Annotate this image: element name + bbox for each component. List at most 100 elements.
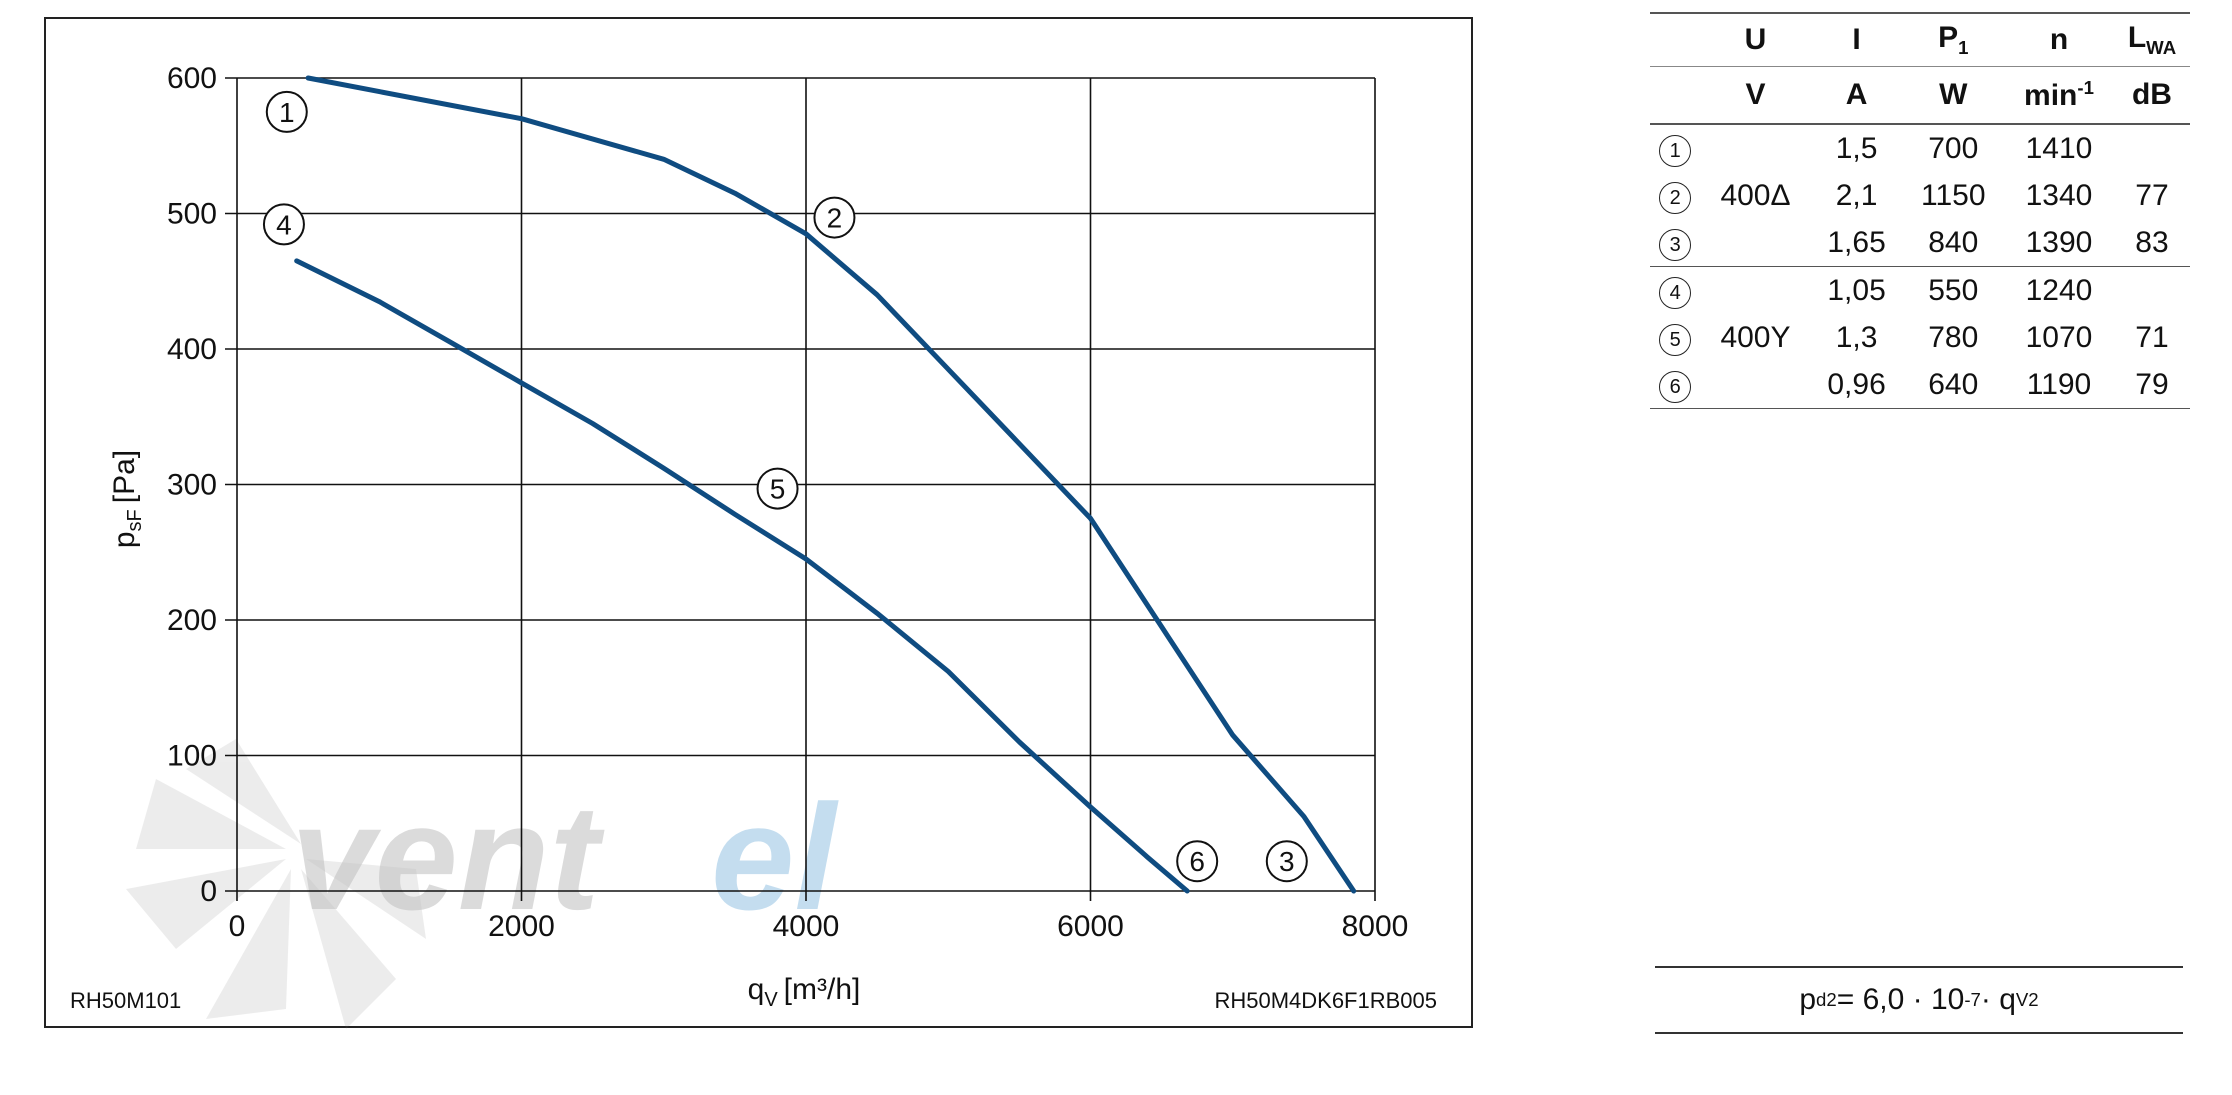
cell-L <box>2114 124 2190 172</box>
marker-circle: 2 <box>1659 181 1692 214</box>
unit-P: W <box>1902 66 2005 125</box>
formula-p: p <box>1799 983 1817 1016</box>
unit-n-sup: -1 <box>2077 77 2094 98</box>
series-line-2 <box>294 258 1190 894</box>
unit-I: A <box>1810 66 1903 125</box>
formula-q-sup: 2 <box>2028 989 2039 1010</box>
watermark-text-grey: vent <box>291 773 605 941</box>
marker-circle: 6 <box>1659 370 1692 403</box>
point-marker-3: 3 <box>1265 840 1308 883</box>
point-marker-4: 4 <box>262 203 305 246</box>
marker-circle: 4 <box>1659 276 1692 309</box>
x-tick-label: 8000 <box>1342 910 1409 943</box>
point-marker-label: 6 <box>1189 846 1205 877</box>
y-axis-title-sub: sF <box>124 509 146 531</box>
y-tick-label: 200 <box>167 604 217 637</box>
unit-n-main: min <box>2024 79 2078 112</box>
cell-L: 83 <box>2113 219 2190 267</box>
unit-n: min-1 <box>2004 66 2114 125</box>
cell-P: 840 <box>1902 219 2005 267</box>
cell-I: 1,3 <box>1835 320 1878 354</box>
y-tick-label: 0 <box>200 875 217 908</box>
cell-P: 1150 <box>1921 178 1986 212</box>
cell-U: 400Δ <box>1720 178 1791 212</box>
y-axis-title: psF [Pa] <box>108 450 146 548</box>
y-axis-title-unit: [Pa] <box>108 450 141 503</box>
header-L-main: L <box>2127 21 2147 54</box>
cell-U <box>1700 267 1810 315</box>
table-row: 3 1,65 840 1390 83 <box>1650 219 2190 267</box>
y-tick-label: 100 <box>167 740 217 773</box>
cell-I: 1,65 <box>1810 219 1903 267</box>
row-marker: 2 <box>1650 172 1700 219</box>
cell-L: 71 <box>2135 320 2169 354</box>
tick-layer: 0 2000 4000 6000 8000 0 100 200 300 400 500 600 <box>167 62 1408 943</box>
cell-L: 79 <box>2113 361 2190 409</box>
header-P-main: P <box>1938 21 1959 54</box>
cell-U <box>1700 124 1810 172</box>
header-U: U <box>1700 12 1811 67</box>
x-axis-title-sub: V <box>764 989 778 1011</box>
marker-layer: 1 2 3 4 5 6 <box>262 90 1308 883</box>
cell-I: 1,05 <box>1827 273 1886 307</box>
row-marker: 1 <box>1650 124 1700 172</box>
formula-eq: = 6,0 · 10 <box>1836 983 1965 1016</box>
series-line-1 <box>305 75 1357 894</box>
header-L-sub: WA <box>2146 37 2177 58</box>
table-row: 2 400Δ 2,1 1150 1340 77 <box>1650 172 2190 219</box>
marker-circle: 1 <box>1659 134 1692 167</box>
header-L: LWA <box>2113 12 2190 67</box>
point-marker-circle <box>813 196 856 239</box>
chart-plot: 1 2 3 4 5 6 0 2000 4000 6000 8000 0 100 200 300 400 500… <box>108 62 1408 1011</box>
point-marker-5: 5 <box>756 467 799 510</box>
point-marker-circle <box>265 90 308 133</box>
grid <box>225 77 1376 901</box>
x-axis-title-main: q <box>748 973 765 1006</box>
series-layer <box>294 75 1357 894</box>
x-tick-label: 4000 <box>773 910 840 943</box>
point-marker-circle <box>1265 840 1308 883</box>
header-P: P1 <box>1902 12 2005 67</box>
specs-table-wrap: U I P1 n LWA V A W min-1 dB 1 1,5 700 14… <box>1650 12 2190 409</box>
marker-circle: 5 <box>1659 323 1692 356</box>
table-header-row: U I P1 n LWA <box>1650 12 2190 67</box>
unit-U: V <box>1700 66 1811 125</box>
row-marker: 6 <box>1650 361 1701 409</box>
x-tick-label: 2000 <box>488 910 555 943</box>
model-code-right: RH50M4DK6F1RB005 <box>1214 988 1437 1013</box>
point-marker-label: 4 <box>276 209 292 240</box>
formula-exp: -7 <box>1964 989 1981 1010</box>
unit-L: dB <box>2113 66 2190 125</box>
table-units-row: V A W min-1 dB <box>1650 66 2190 125</box>
cell-n: 1390 <box>2004 219 2114 267</box>
formula-mid: · q <box>1980 983 2016 1016</box>
specs-table: U I P1 n LWA V A W min-1 dB 1 1,5 700 14… <box>1650 12 2190 409</box>
point-marker-1: 1 <box>265 90 308 133</box>
row-marker: 4 <box>1650 267 1700 315</box>
marker-circle: 3 <box>1659 228 1692 261</box>
cell-L: 77 <box>2135 178 2169 212</box>
cell-P: 550 <box>1928 273 1979 307</box>
table-row: 1 1,5 700 1410 <box>1650 124 2190 172</box>
x-axis-title: qV [m³/h] <box>748 973 861 1011</box>
cell-I: 0,96 <box>1810 361 1903 409</box>
point-marker-circle <box>1176 840 1219 883</box>
table-row: 5 400Y 1,3 780 1070 71 <box>1650 314 2190 361</box>
cell-n: 1410 <box>2025 131 2093 165</box>
y-tick-label: 500 <box>167 198 217 231</box>
point-marker-circle <box>262 203 305 246</box>
cell-U <box>1700 361 1811 409</box>
point-marker-label: 5 <box>770 474 786 505</box>
header-marker <box>1650 12 1701 67</box>
y-tick-label: 600 <box>167 62 217 95</box>
point-marker-label: 3 <box>1279 846 1295 877</box>
row-marker: 3 <box>1650 219 1701 267</box>
cell-L <box>2114 267 2190 315</box>
cell-n: 1070 <box>2025 320 2093 354</box>
x-tick-label: 6000 <box>1057 910 1124 943</box>
x-tick-label: 0 <box>229 910 246 943</box>
cell-I: 1,5 <box>1835 131 1878 165</box>
cell-n: 1340 <box>2025 178 2093 212</box>
ventel-watermark: vent el <box>126 739 839 1029</box>
